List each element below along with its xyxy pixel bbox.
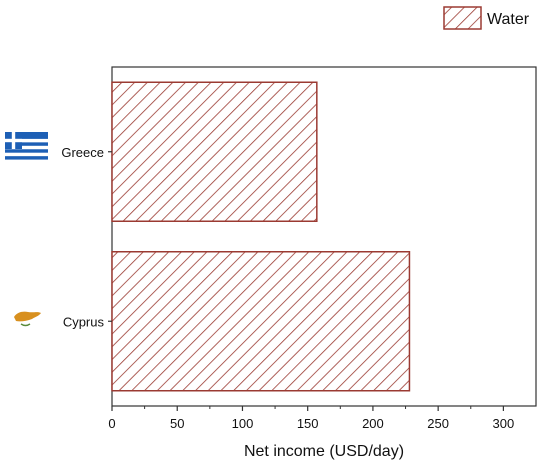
cyprus-flag-icon [8,305,46,331]
legend: Water [443,6,530,30]
x-tick-label: 100 [232,416,254,431]
x-tick-label: 50 [170,416,184,431]
x-tick-label: 150 [297,416,319,431]
x-axis-ticks: 0 50 100 150 200 250 300 [108,406,514,431]
bars-layer [111,81,411,392]
y-tick-label-cyprus: Cyprus [63,314,105,329]
y-axis-ticks: Greece Cyprus [61,145,112,329]
bar-cyprus [111,251,411,392]
bar-greece [111,81,318,222]
x-tick-label: 0 [108,416,115,431]
y-tick-label-greece: Greece [61,145,104,160]
x-axis-title: Net income (USD/day) [244,443,404,460]
legend-swatch [443,6,482,30]
x-tick-label: 300 [493,416,515,431]
x-tick-label: 250 [427,416,449,431]
x-tick-label: 200 [362,416,384,431]
plot-area [111,66,537,407]
greece-flag-icon [5,132,48,163]
legend-label-water: Water [487,11,530,28]
